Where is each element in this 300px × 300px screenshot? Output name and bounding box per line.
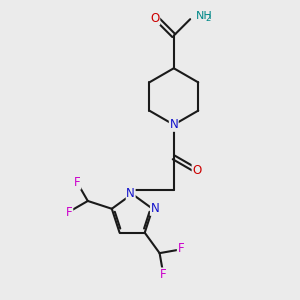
Text: F: F bbox=[66, 206, 73, 219]
Text: F: F bbox=[74, 176, 81, 189]
Text: F: F bbox=[177, 242, 184, 255]
Text: O: O bbox=[150, 12, 160, 25]
Text: O: O bbox=[192, 164, 202, 177]
Text: N: N bbox=[126, 188, 135, 200]
Text: 2: 2 bbox=[206, 14, 211, 23]
Text: NH: NH bbox=[196, 11, 212, 21]
Text: F: F bbox=[160, 268, 166, 281]
Text: N: N bbox=[151, 202, 159, 215]
Text: N: N bbox=[169, 118, 178, 131]
